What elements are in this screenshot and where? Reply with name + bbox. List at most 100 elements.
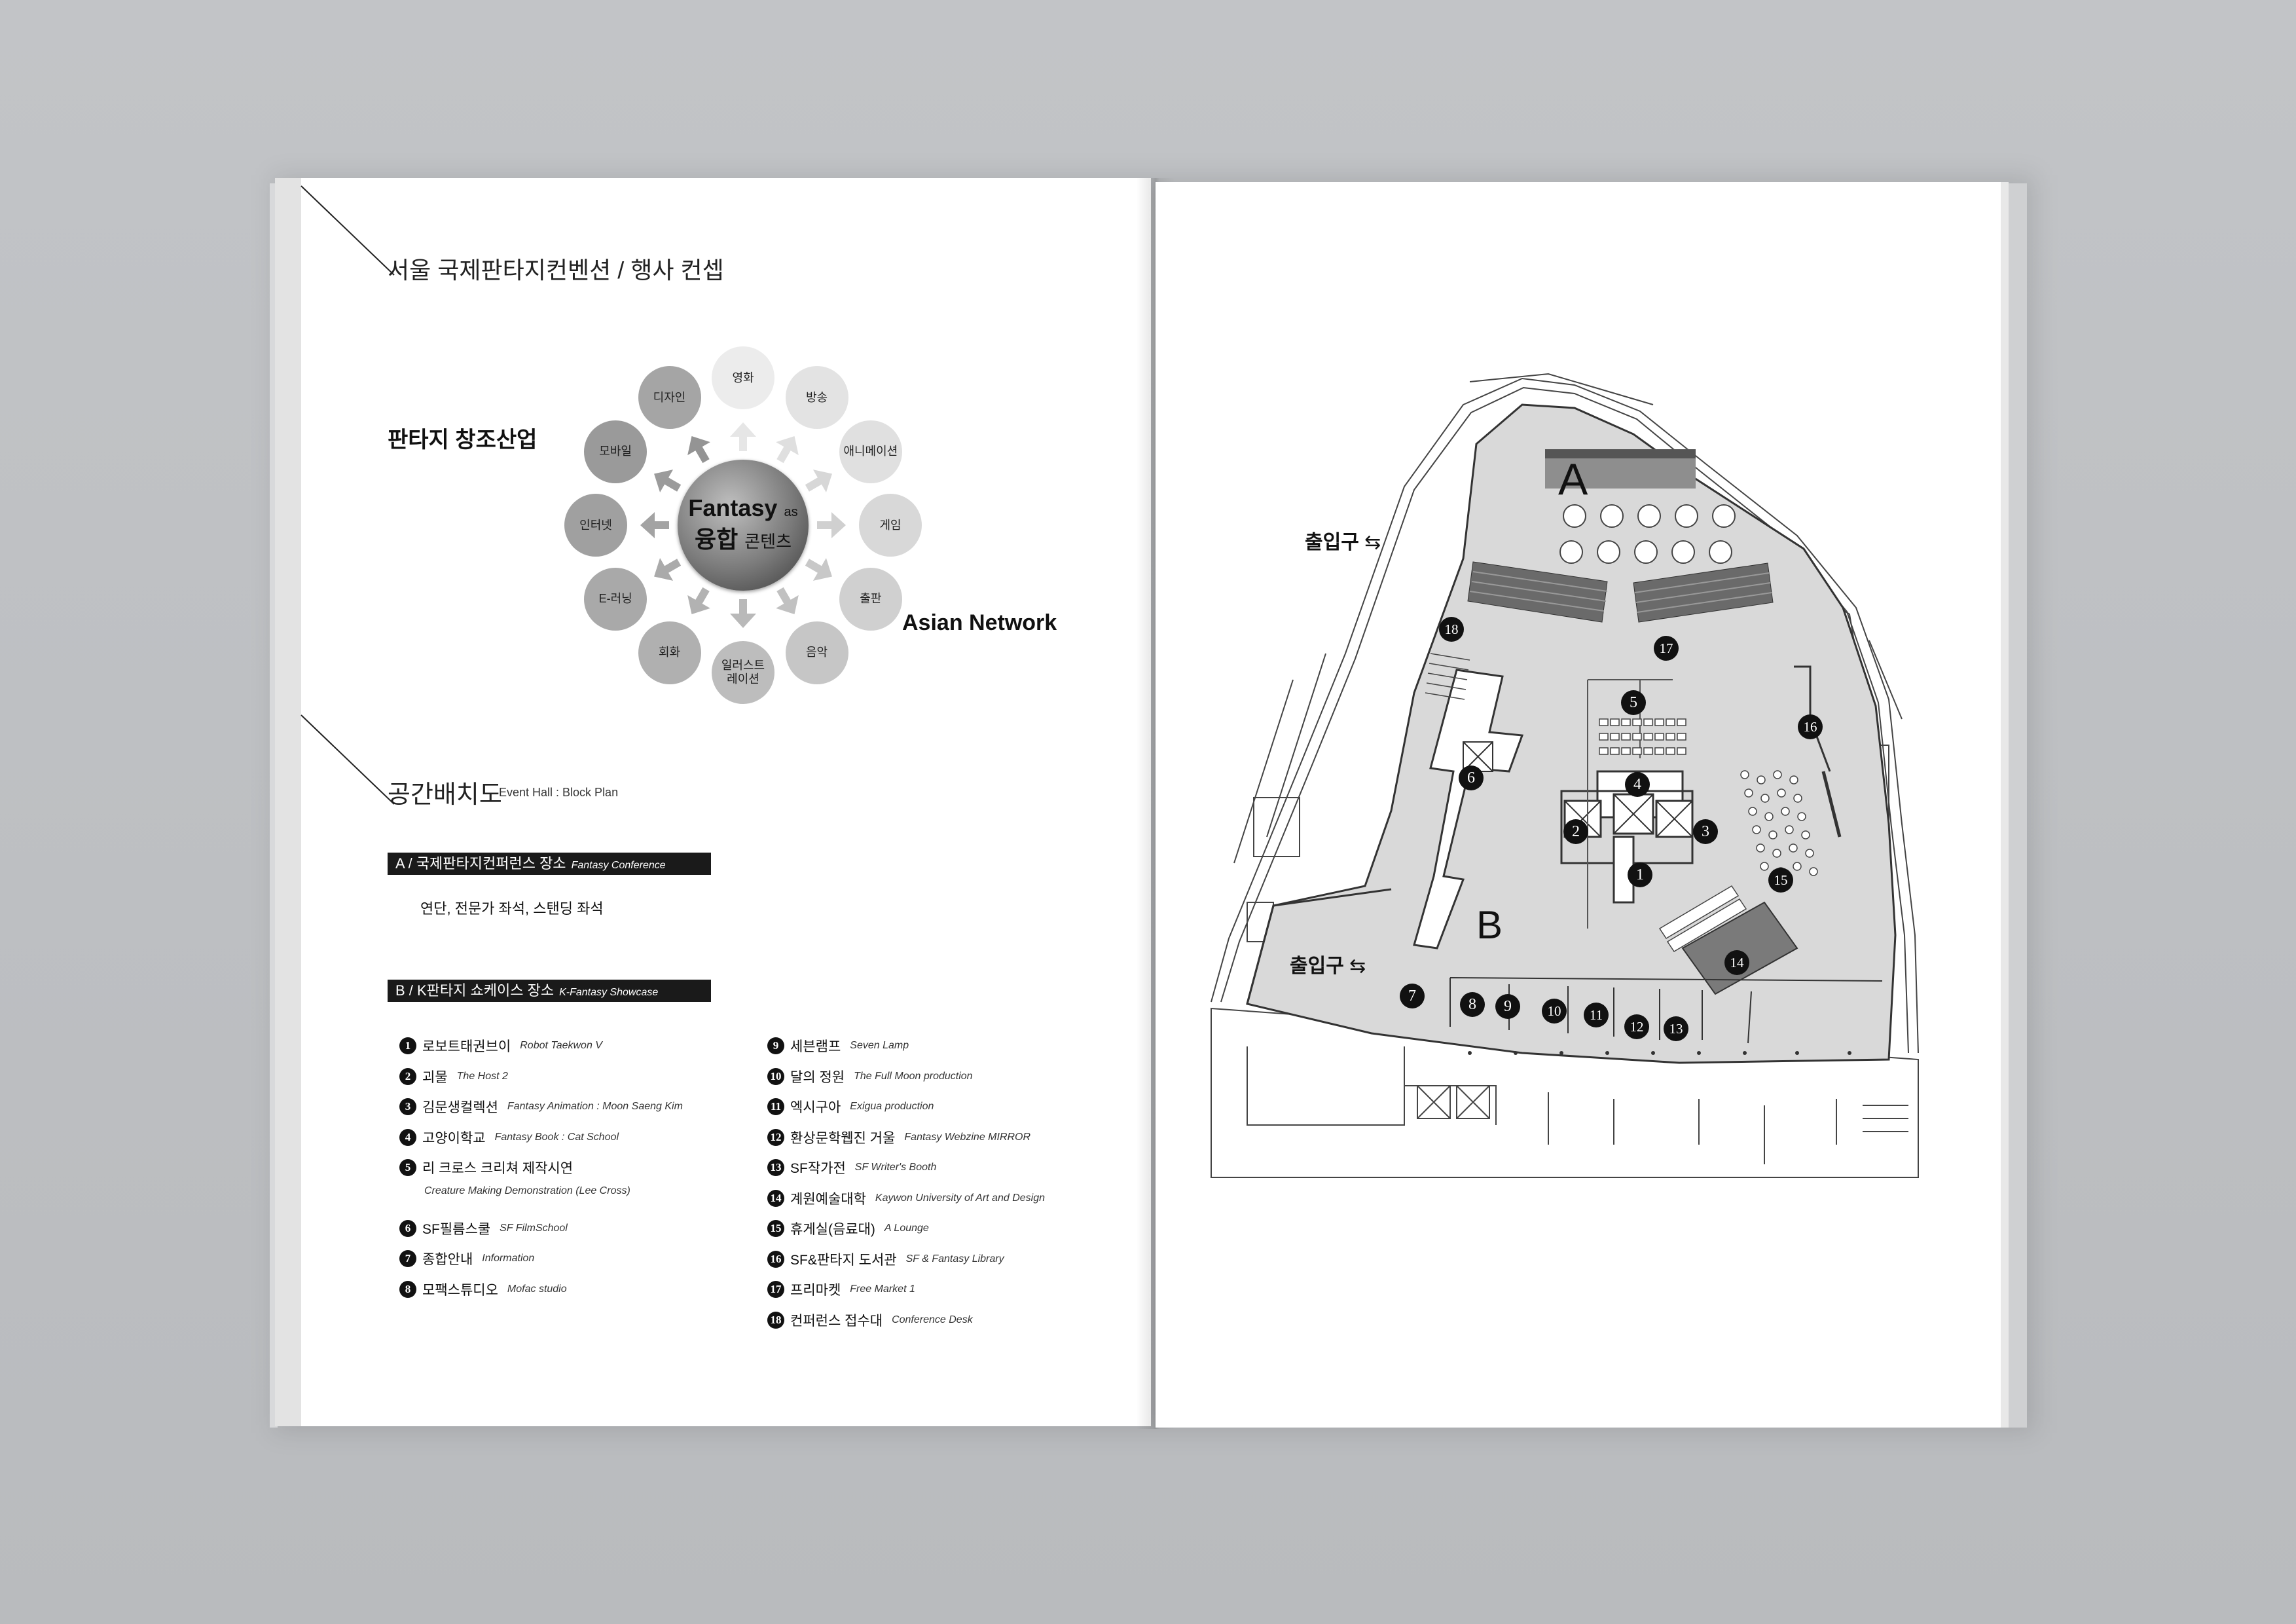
section-title: 공간배치도	[388, 781, 502, 809]
legend-item: 6 SF필름스쿨 SF FilmSchool	[399, 1219, 568, 1238]
concept-bubble: 일러스트 레이션	[712, 641, 774, 704]
booth-marker: 6	[1459, 766, 1484, 790]
legend-item: 1 로보트태권브이 Robot Taekwon V	[399, 1036, 602, 1056]
center-as: as	[784, 504, 798, 519]
legend-label-en: Robot Taekwon V	[520, 1040, 602, 1051]
concept-bubble: 출판	[839, 567, 902, 631]
concept-bubble: 음악	[785, 621, 848, 684]
legend-label: 달의 정원	[790, 1069, 845, 1085]
concept-side-title: 판타지 창조산업	[388, 428, 538, 452]
legend-label-en: Mofac studio	[507, 1283, 567, 1295]
legend-label: SF작가전	[790, 1161, 846, 1176]
concept-bubble: 애니메이션	[839, 420, 902, 483]
legend-label: 엑시구아	[790, 1100, 841, 1115]
corner-lines	[301, 185, 395, 805]
legend-label-en: Conference Desk	[892, 1314, 973, 1325]
legend-label-en: SF & Fantasy Library	[905, 1253, 1004, 1264]
legend-item: 10 달의 정원 The Full Moon production	[767, 1067, 973, 1086]
concept-arrow-icon	[687, 587, 710, 614]
legend-label: 컨퍼런스 접수대	[790, 1313, 883, 1329]
legend-5-subtitle: Creature Making Demonstration (Lee Cross…	[424, 1185, 630, 1196]
booth-marker: 1	[1628, 862, 1652, 887]
legend-label: SF필름스쿨	[422, 1221, 491, 1237]
legend-number: 13	[767, 1159, 784, 1176]
legend-number: 5	[399, 1159, 416, 1176]
legend-number: 15	[767, 1220, 784, 1237]
legend-label-en: Kaywon University of Art and Design	[875, 1192, 1045, 1204]
booth-marker: 12	[1624, 1014, 1649, 1039]
legend-label-en: Fantasy Book : Cat School	[494, 1131, 619, 1143]
concept-arrow-icon	[640, 512, 669, 538]
block-a-label-en: Fantasy Conference	[571, 860, 666, 871]
legend-number: 3	[399, 1098, 416, 1115]
legend-item: 15 휴게실(음료대) A Lounge	[767, 1219, 929, 1238]
legend-number: 9	[767, 1037, 784, 1054]
concept-arrow-icon	[687, 436, 710, 464]
concept-arrows	[640, 422, 846, 628]
booth-marker: 2	[1563, 819, 1588, 844]
legend-label: 모팩스튜디오	[422, 1282, 498, 1298]
concept-arrow-icon	[730, 422, 756, 451]
concept-bubble: E-러닝	[584, 567, 647, 631]
legend-item: 4 고양이학교 Fantasy Book : Cat School	[399, 1128, 619, 1147]
legend-label-en: SF FilmSchool	[500, 1222, 568, 1234]
page-title: 서울 국제판타지컨벤션 / 행사 컨셉	[388, 257, 724, 284]
zone-a-label: A	[1558, 454, 1588, 504]
exit-top-label: 출입구	[1305, 532, 1359, 553]
book-right-edge	[2009, 183, 2027, 1428]
concept-bubble: 방송	[785, 366, 848, 430]
booth-marker: 8	[1460, 992, 1485, 1017]
legend-label-en: Free Market 1	[850, 1283, 915, 1295]
concept-arrow-icon	[654, 470, 682, 492]
legend-label: 휴게실(음료대)	[790, 1222, 875, 1237]
right-page: A B 출입구 ⇆ 출입구 ⇆ 1 2 3 4 5 6 7 8 9 10 11 12 13 14 15 16 1…	[1156, 182, 2009, 1428]
concept-network-label: Asian Network	[902, 610, 1057, 635]
concept-center: Fantasy as 융합 콘텐츠	[678, 460, 809, 591]
page-margin-strip-right	[2001, 182, 2009, 1428]
booth-marker: 11	[1584, 1003, 1609, 1027]
legend-label: 리 크로스 크리쳐 제작시연	[422, 1161, 574, 1176]
legend-number: 18	[767, 1311, 784, 1329]
block-a-desc: 연단, 전문가 좌석, 스탠딩 좌석	[420, 900, 604, 917]
legend-number: 8	[399, 1280, 416, 1298]
concept-bubble: 디자인	[638, 366, 701, 430]
legend-item: 8 모팩스튜디오 Mofac studio	[399, 1280, 567, 1299]
concept-bubble: 게임	[859, 494, 922, 557]
booth-marker: 17	[1654, 636, 1679, 661]
legend-label-en: The Host 2	[456, 1070, 508, 1082]
concept-arrow-icon	[730, 599, 756, 628]
legend-item: 16 SF&판타지 도서관 SF & Fantasy Library	[767, 1249, 1004, 1269]
legend-number: 16	[767, 1250, 784, 1268]
booth-marker: 4	[1625, 772, 1650, 797]
legend-number: 10	[767, 1067, 784, 1085]
legend-number: 4	[399, 1128, 416, 1146]
legend-item: 13 SF작가전 SF Writer's Booth	[767, 1158, 936, 1177]
booth-marker: 3	[1693, 819, 1718, 844]
concept-bubble: 영화	[712, 346, 774, 409]
legend-label-en: Fantasy Animation : Moon Saeng Kim	[507, 1101, 683, 1112]
legend-item: 7 종합안내 Information	[399, 1249, 534, 1268]
legend-item: 11 엑시구아 Exigua production	[767, 1097, 934, 1116]
booth-marker: 18	[1439, 617, 1464, 642]
concept-arrow-icon	[805, 558, 832, 581]
legend-label: 김문생컬렉션	[422, 1100, 498, 1115]
concept-arrow-icon	[776, 587, 799, 614]
legend-label: 종합안내	[422, 1252, 473, 1267]
booth-marker: 7	[1400, 984, 1425, 1008]
booth-marker: 16	[1798, 714, 1823, 739]
floor-plan	[1211, 373, 1919, 1178]
concept-bubble: 회화	[638, 621, 701, 684]
center-fantasy: Fantasy	[688, 494, 778, 521]
section-subtitle: Event Hall : Block Plan	[499, 786, 619, 799]
booth-marker: 5	[1621, 690, 1646, 715]
legend-number: 2	[399, 1067, 416, 1085]
exit-top[interactable]: 출입구 ⇆	[1305, 526, 1381, 555]
legend-number: 12	[767, 1128, 784, 1146]
exit-arrow-icon: ⇆	[1364, 532, 1381, 553]
block-a-label: A / 국제판타지컨퍼런스 장소	[395, 855, 566, 872]
legend-label: 고양이학교	[422, 1130, 486, 1146]
block-b-label: B / K판타지 쇼케이스 장소	[395, 982, 555, 999]
legend-item: 9 세븐램프 Seven Lamp	[767, 1036, 909, 1056]
legend-label-en: SF Writer's Booth	[854, 1162, 937, 1173]
exit-bottom[interactable]: 출입구 ⇆	[1290, 950, 1366, 978]
